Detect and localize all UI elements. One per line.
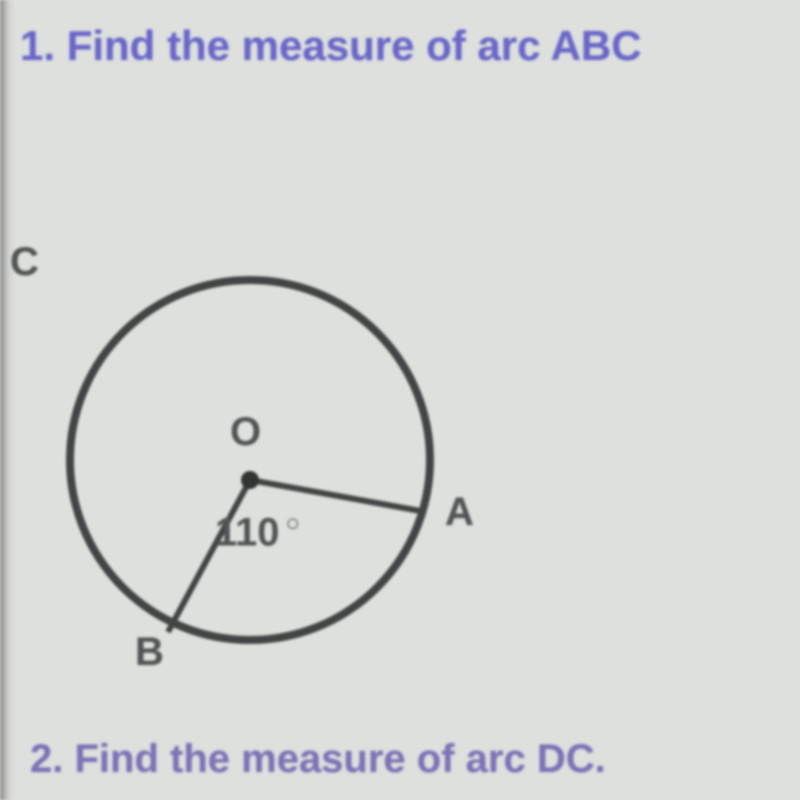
label-O: O [230,410,261,455]
question-2: 2. Find the measure of arc DC. [30,737,780,782]
question-1-number: 1. [20,22,55,69]
circle-outline [70,280,430,640]
angle-value: 110 [215,510,280,554]
question-1: 1. Find the measure of arc ABC [20,22,780,70]
question-1-text: Find the measure of arc ABC [67,22,642,69]
circle-svg [20,260,480,680]
label-B: B [135,630,164,675]
radius-OB [168,480,250,632]
degree-symbol: ○ [286,510,301,537]
label-A: A [445,490,474,535]
label-C: C [10,240,39,285]
circle-diagram: C O A B 110○ [20,260,460,700]
question-2-number: 2. [30,737,63,781]
page-left-edge [0,0,14,800]
angle-label: 110○ [215,510,300,555]
center-dot [241,471,259,489]
question-2-text: Find the measure of arc DC. [74,737,605,781]
radius-OA [250,480,426,512]
